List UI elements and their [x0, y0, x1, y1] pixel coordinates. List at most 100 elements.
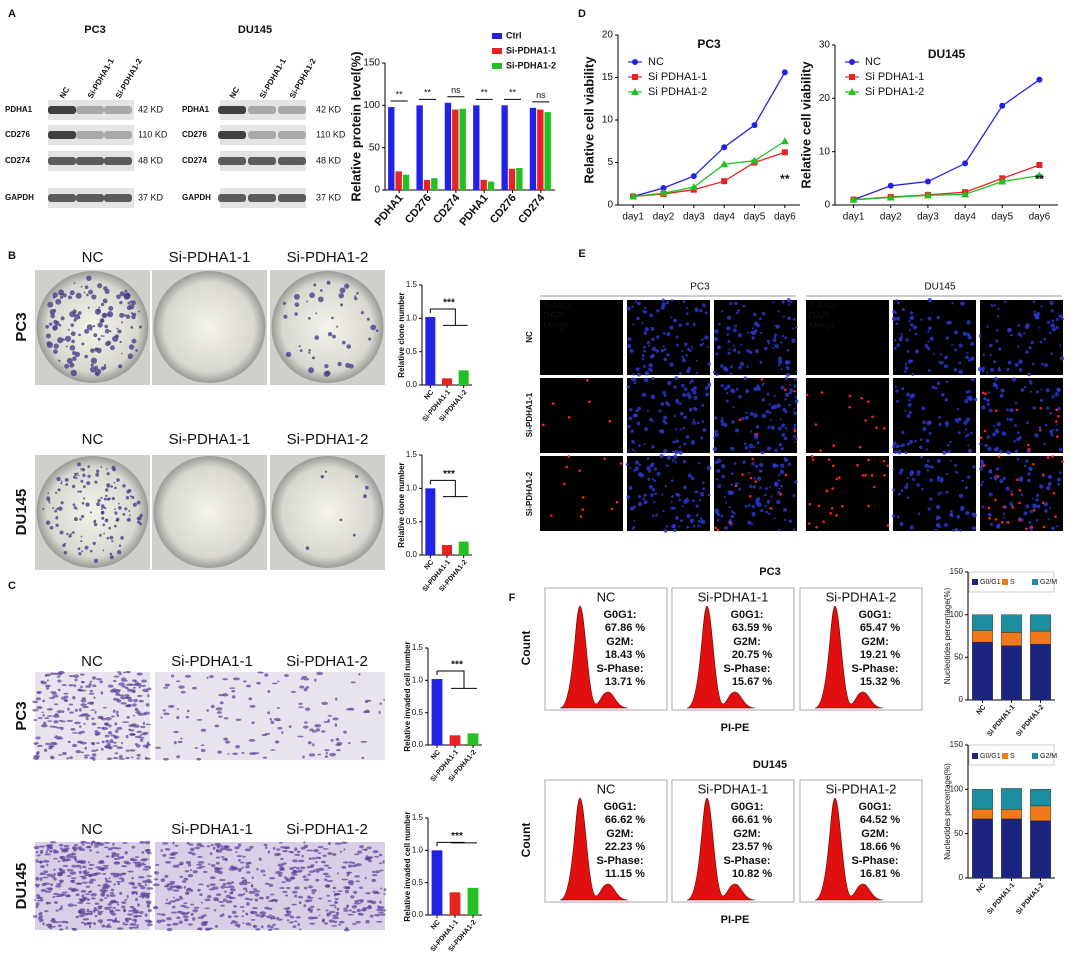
cell [245, 922, 251, 926]
nucleus [1046, 320, 1051, 324]
cell [324, 755, 328, 758]
colony [102, 298, 108, 304]
cell [230, 891, 234, 895]
cell [82, 871, 90, 875]
colony [60, 292, 63, 296]
cell [202, 870, 208, 873]
y-tick-label: 1.0 [412, 675, 424, 684]
cell [241, 922, 245, 924]
colony [80, 535, 83, 538]
nucleus [986, 402, 990, 407]
cell [80, 840, 87, 844]
cell [215, 849, 223, 853]
nucleus [667, 380, 672, 386]
cell [273, 928, 280, 930]
cell [235, 744, 241, 749]
bar-segment [1030, 643, 1051, 701]
legend-label: Si PDHA1-2 [865, 86, 924, 98]
nucleus [766, 446, 772, 451]
nucleus [1044, 509, 1048, 513]
nucleus [927, 368, 931, 372]
cell [379, 862, 383, 865]
nucleus [779, 418, 782, 421]
nucleus [758, 317, 762, 321]
nucleus [730, 446, 735, 451]
nucleus [925, 438, 930, 443]
nucleus [750, 430, 753, 433]
bar [395, 171, 402, 190]
nucleus [958, 493, 964, 499]
cell [320, 860, 326, 864]
nucleus [753, 446, 756, 449]
cell [277, 680, 280, 683]
nucleus [1045, 406, 1050, 410]
cell [133, 698, 138, 703]
dead-cell [615, 500, 619, 504]
cell [290, 690, 296, 694]
cell [53, 872, 56, 877]
colony [111, 465, 116, 470]
nucleus [726, 333, 730, 336]
nucleus [989, 514, 992, 517]
x-tick-label: NC [423, 559, 435, 571]
cell [140, 733, 148, 736]
cell [216, 711, 223, 714]
nucleus [780, 385, 785, 390]
nucleus [679, 428, 682, 431]
nucleus [1025, 350, 1029, 354]
cell [207, 895, 212, 899]
nucleus [988, 470, 993, 474]
nucleus [788, 519, 793, 523]
cell [51, 876, 56, 879]
x-tick-label: NC [976, 882, 988, 894]
cell [219, 847, 227, 851]
cell [308, 885, 313, 889]
nucleus [988, 492, 993, 497]
nucleus [1025, 504, 1030, 509]
colony [77, 311, 82, 315]
cell [90, 741, 94, 745]
stat-value: 18.43 % [605, 649, 646, 661]
marker [690, 173, 697, 180]
y-tick-label: 100 [950, 784, 964, 793]
cell [94, 733, 100, 736]
nucleus [1017, 324, 1021, 327]
cell [144, 757, 151, 760]
nucleus [784, 426, 788, 430]
cell [136, 753, 141, 757]
nucleus [950, 513, 954, 516]
nucleus [694, 407, 698, 412]
cell [176, 708, 180, 710]
cell [187, 874, 194, 878]
cell [66, 719, 74, 722]
cell [343, 730, 347, 734]
colony [45, 520, 51, 525]
nucleus [782, 315, 786, 318]
cell [74, 858, 77, 862]
nucleus [973, 397, 978, 402]
cell [116, 726, 123, 731]
cell [187, 923, 193, 926]
dead-cell [827, 458, 831, 461]
cell [69, 871, 77, 875]
significance: ** [396, 89, 404, 99]
blot-band [248, 131, 276, 139]
cell [74, 708, 78, 712]
cell [237, 893, 244, 897]
nucleus [786, 298, 791, 303]
nucleus [693, 395, 698, 400]
cell [264, 882, 269, 885]
dead-cell [1006, 521, 1010, 524]
nucleus [905, 392, 910, 397]
nucleus [641, 392, 647, 398]
nucleus [906, 349, 910, 353]
cell [199, 845, 205, 848]
cell [146, 880, 153, 884]
cell [189, 869, 193, 872]
cell [39, 911, 43, 916]
cell [109, 739, 114, 742]
nucleus [753, 386, 758, 392]
nucleus [683, 342, 688, 347]
nucleus [751, 336, 755, 340]
cell [82, 865, 87, 869]
